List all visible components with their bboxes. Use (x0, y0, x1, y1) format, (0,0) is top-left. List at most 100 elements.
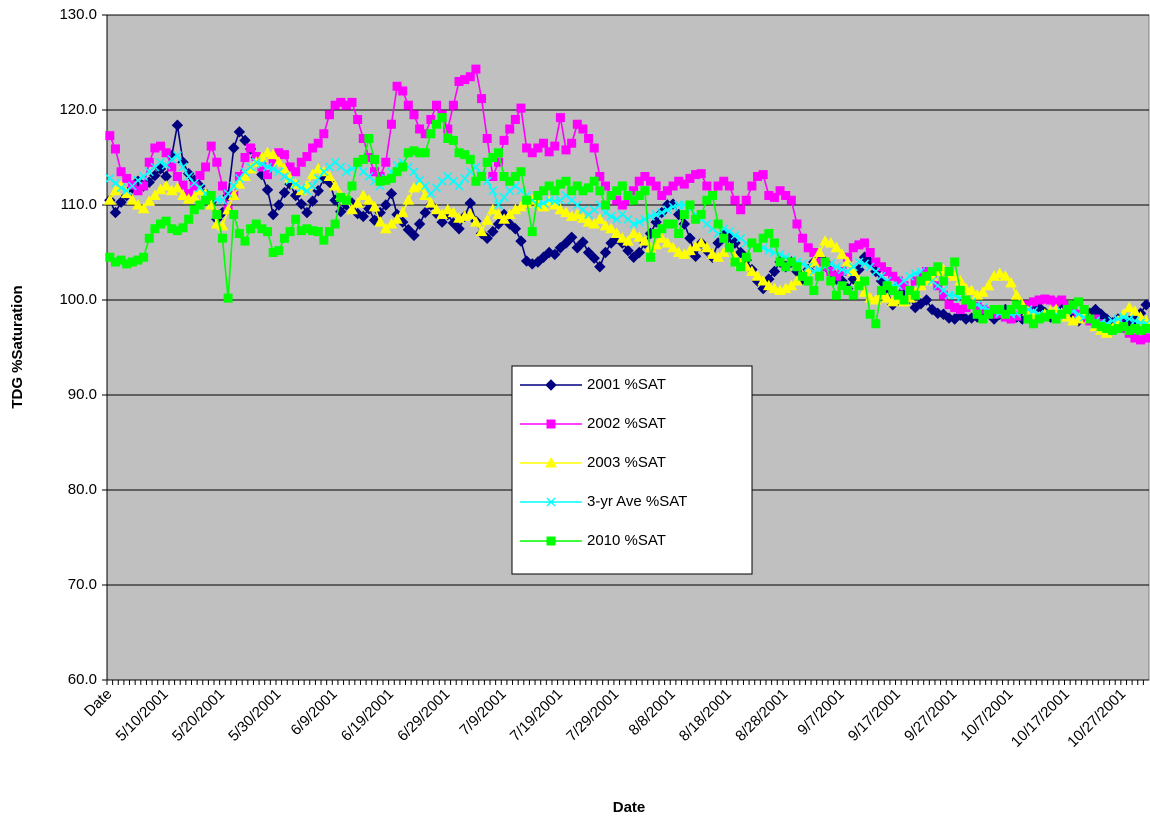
data-point (950, 257, 960, 267)
data-point (736, 205, 746, 215)
data-point (695, 236, 708, 248)
data-point (308, 181, 318, 191)
data-point (1012, 300, 1022, 310)
data-point (161, 148, 171, 158)
data-point (329, 179, 341, 191)
data-point (1129, 305, 1141, 316)
data-point (730, 257, 740, 267)
data-point (267, 148, 280, 160)
data-point (499, 172, 509, 181)
data-point (363, 194, 375, 205)
data-point (295, 198, 308, 210)
data-point (684, 232, 696, 244)
data-point (967, 300, 977, 310)
data-point (927, 267, 937, 276)
data-point (171, 181, 184, 193)
data-point (217, 181, 227, 191)
data-point (184, 214, 194, 224)
data-point (110, 144, 120, 154)
data-point (938, 276, 948, 286)
data-point (481, 214, 494, 225)
data-point (747, 238, 757, 248)
data-point (460, 150, 470, 160)
data-point (561, 176, 571, 186)
data-point (234, 229, 244, 238)
data-point (274, 246, 284, 256)
data-point (330, 219, 340, 229)
data-point (944, 267, 954, 276)
data-point (544, 181, 554, 191)
data-point (301, 206, 313, 219)
data-point (149, 189, 161, 200)
data-point (634, 176, 644, 186)
data-point (831, 271, 841, 281)
data-point (876, 286, 886, 295)
data-point (882, 281, 892, 291)
data-point (482, 157, 492, 167)
x-tick-label: 6/9/2001 (287, 686, 340, 739)
data-point (831, 262, 841, 272)
data-point (622, 235, 634, 246)
data-point (978, 314, 988, 324)
data-point (167, 154, 177, 164)
data-point (105, 131, 115, 141)
data-point (696, 210, 706, 219)
data-point (922, 271, 932, 281)
data-point (595, 186, 605, 196)
data-point (357, 189, 370, 200)
data-point (212, 210, 222, 219)
data-point (115, 196, 127, 208)
data-point (144, 233, 154, 243)
data-point (657, 208, 667, 218)
data-point (126, 194, 139, 205)
data-point (701, 241, 713, 253)
data-point (116, 183, 126, 193)
data-point (408, 229, 420, 242)
data-point (995, 305, 1005, 314)
data-point (409, 167, 419, 177)
data-point (561, 145, 571, 155)
data-point (143, 195, 156, 206)
data-point (391, 213, 403, 224)
data-point (730, 230, 740, 240)
data-point (768, 265, 781, 278)
data-point (430, 203, 443, 215)
data-point (539, 138, 549, 148)
data-point (487, 225, 499, 238)
data-point (848, 290, 858, 300)
data-point (899, 295, 909, 305)
data-point (702, 195, 712, 205)
data-point (381, 157, 391, 167)
data-point (747, 181, 757, 191)
legend-label: 2003 %SAT (587, 454, 666, 471)
data-point (396, 206, 409, 218)
data-point (341, 195, 351, 205)
data-point (453, 223, 465, 235)
data-point (843, 286, 853, 295)
legend-marker (546, 536, 556, 546)
data-point (368, 200, 381, 212)
data-point (623, 191, 633, 200)
data-point (629, 219, 639, 229)
data-point (493, 157, 503, 167)
data-point (516, 103, 526, 113)
data-point (605, 222, 617, 234)
data-point (279, 233, 289, 243)
data-point (251, 157, 261, 167)
data-point (488, 172, 498, 181)
data-point (1057, 295, 1067, 305)
data-point (477, 94, 487, 104)
data-point (403, 100, 413, 110)
x-tick-label: 6/19/2001 (338, 686, 397, 745)
data-point (319, 235, 329, 245)
data-point (1010, 289, 1023, 300)
y-tick-label: 100.0 (59, 291, 97, 308)
data-point (550, 186, 560, 196)
data-point (409, 110, 419, 120)
data-point (139, 252, 149, 262)
data-point (854, 281, 864, 291)
data-point (505, 124, 515, 134)
data-point (764, 229, 774, 238)
data-point (392, 167, 402, 177)
data-point (871, 257, 881, 267)
